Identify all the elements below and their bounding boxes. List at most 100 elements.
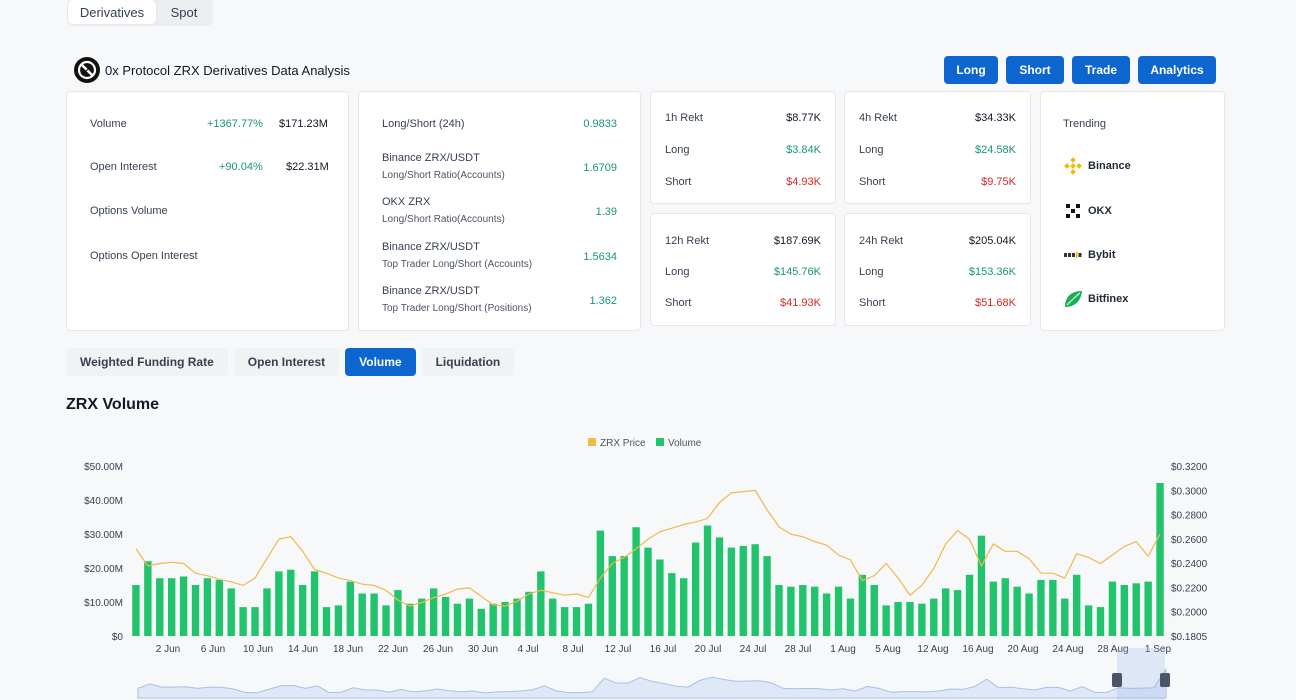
volume-bar: [1144, 581, 1152, 636]
volume-bar: [501, 602, 509, 636]
rekt-long-label: Long: [665, 266, 690, 278]
volume-label: Volume: [90, 118, 127, 130]
navigator-area: [137, 667, 1167, 699]
volume-bar: [596, 530, 605, 636]
y-right-tick-label: $0.3200: [1171, 462, 1208, 473]
trending-item-label: Bybit: [1088, 249, 1116, 261]
volume-bar: [680, 578, 688, 636]
tab-derivatives[interactable]: Derivatives: [68, 0, 156, 24]
x-tick-label: 6 Jun: [201, 644, 225, 655]
y-right-tick-label: $0.2200: [1171, 583, 1208, 594]
price-series-line: [135, 489, 1161, 607]
rekt-short-value: $9.75K: [981, 176, 1016, 188]
rekt-short-value: $51.68K: [975, 297, 1016, 309]
rekt-12h-card: 12h Rekt $187.69K Long $145.76K Short $4…: [650, 213, 836, 326]
ratio-label: OKX ZRX: [382, 196, 431, 208]
rekt-long-value: $3.84K: [786, 144, 821, 156]
trending-item-bybit[interactable]: Bybit: [1063, 245, 1116, 265]
volume-bar: [191, 585, 200, 636]
trending-item-okx[interactable]: OKX: [1063, 201, 1112, 221]
tab-liquidation[interactable]: Liquidation: [421, 348, 515, 376]
y-right-tick-label: $0.2800: [1171, 511, 1208, 522]
volume-bar: [1001, 578, 1009, 636]
y-left-tick-label: $40.00M: [84, 496, 123, 507]
rekt-long-value: $153.36K: [968, 266, 1016, 278]
short-button[interactable]: Short: [1006, 56, 1064, 84]
volume-bar: [418, 598, 426, 636]
x-tick-label: 12 Jul: [605, 644, 632, 655]
volume-bar: [560, 607, 569, 636]
volume-bar: [906, 602, 914, 636]
rekt-title: 24h Rekt: [859, 235, 904, 247]
y-left-tick-label: $50.00M: [84, 462, 123, 473]
volume-bar: [608, 556, 616, 636]
overview-card: Volume +1367.77% $171.23M Open Interest …: [66, 91, 349, 331]
chart-navigator[interactable]: [137, 648, 1170, 700]
y-right-tick-label: $0.2600: [1171, 535, 1208, 546]
x-tick-label: 24 Jul: [740, 644, 767, 655]
bybit-icon: [1063, 245, 1083, 265]
volume-bar: [727, 547, 736, 636]
volume-bar: [930, 598, 938, 636]
volume-chart[interactable]: ZRX Price Volume $0$10.00M$20.00M$30.00M$…: [0, 420, 1296, 700]
ratio-value: 1.5634: [583, 251, 617, 263]
volume-bar: [620, 556, 628, 636]
volume-bar: [310, 571, 319, 636]
tab-volume[interactable]: Volume: [345, 348, 416, 376]
volume-bar: [132, 585, 140, 636]
rekt-title: 12h Rekt: [665, 235, 710, 247]
trending-card: Trending Binance: [1040, 91, 1225, 331]
chart-legend[interactable]: ZRX Price Volume: [588, 438, 702, 449]
analytics-button[interactable]: Analytics: [1138, 56, 1216, 84]
rekt-long-value: $145.76K: [773, 266, 821, 278]
volume-bar: [668, 573, 676, 636]
navigator-right-handle: [1160, 673, 1170, 687]
legend-label: ZRX Price: [600, 438, 646, 449]
tab-spot[interactable]: Spot: [170, 4, 198, 20]
page-header: 0x Protocol ZRX Derivatives Data Analysi…: [74, 57, 350, 83]
rekt-short-label: Short: [665, 176, 692, 188]
volume-bar: [894, 602, 902, 636]
volume-bar: [215, 579, 223, 636]
trending-item-binance[interactable]: Binance: [1063, 156, 1131, 176]
volume-bar: [882, 605, 890, 636]
trending-item-label: Bitfinex: [1088, 293, 1129, 305]
volume-bar: [763, 556, 771, 636]
rekt-long-value: $24.58K: [975, 144, 1016, 156]
trade-button[interactable]: Trade: [1072, 56, 1130, 84]
volume-bar: [429, 588, 438, 636]
volume-bar: [965, 574, 974, 636]
volume-bar: [489, 603, 497, 636]
open-interest-change: +90.04%: [219, 161, 263, 173]
x-tick-label: 2 Jun: [156, 644, 180, 655]
volume-bar: [1013, 586, 1021, 636]
rekt-title: 1h Rekt: [665, 112, 703, 124]
volume-bar: [1120, 585, 1129, 636]
x-tick-label: 28 Jul: [785, 644, 812, 655]
tab-weighted-funding-rate[interactable]: Weighted Funding Rate: [66, 348, 228, 376]
navigator-left-handle: [1112, 673, 1122, 687]
trending-title: Trending: [1063, 118, 1107, 130]
tab-open-interest[interactable]: Open Interest: [233, 348, 340, 376]
volume-bar: [239, 607, 247, 636]
ratio-label: Long/Short (24h): [382, 118, 465, 130]
ratio-label: Binance ZRX/USDT: [382, 152, 480, 164]
trending-item-bitfinex[interactable]: Bitfinex: [1063, 289, 1128, 309]
x-tick-label: 20 Jul: [695, 644, 722, 655]
chart-tabs: Weighted Funding Rate Open Interest Volu…: [66, 348, 515, 376]
ratio-label: Binance ZRX/USDT: [382, 285, 480, 297]
volume-bar: [656, 559, 664, 636]
rekt-short-value: $41.93K: [780, 297, 821, 309]
volume-bar: [1084, 605, 1093, 636]
x-tick-label: 24 Aug: [1052, 644, 1083, 655]
rekt-long-label: Long: [859, 144, 884, 156]
volume-bar: [739, 545, 747, 636]
long-button[interactable]: Long: [944, 56, 998, 84]
ratio-sublabel: Top Trader Long/Short (Accounts): [382, 259, 533, 270]
rekt-total: $34.33K: [975, 112, 1016, 124]
price-line: [135, 489, 1161, 607]
volume-bar: [1061, 598, 1069, 636]
volume-bar: [1025, 593, 1033, 636]
volume-bar: [703, 525, 712, 636]
y-left-tick-label: $10.00M: [84, 598, 123, 609]
